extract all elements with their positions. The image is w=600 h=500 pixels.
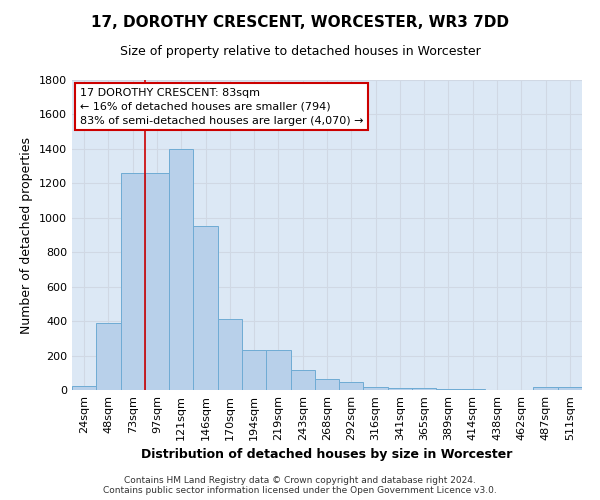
Text: 17 DOROTHY CRESCENT: 83sqm
← 16% of detached houses are smaller (794)
83% of sem: 17 DOROTHY CRESCENT: 83sqm ← 16% of deta… xyxy=(80,88,363,126)
Bar xyxy=(558,388,582,390)
Text: Size of property relative to detached houses in Worcester: Size of property relative to detached ho… xyxy=(119,45,481,58)
Bar xyxy=(218,320,242,390)
Bar xyxy=(96,323,121,390)
Bar xyxy=(339,382,364,390)
Text: Contains HM Land Registry data © Crown copyright and database right 2024.
Contai: Contains HM Land Registry data © Crown c… xyxy=(103,476,497,495)
Bar xyxy=(388,388,412,390)
Bar xyxy=(412,388,436,390)
Bar xyxy=(266,350,290,390)
Bar xyxy=(533,388,558,390)
Bar xyxy=(364,386,388,390)
Bar xyxy=(121,173,145,390)
Bar xyxy=(315,379,339,390)
Bar xyxy=(169,149,193,390)
Bar xyxy=(145,173,169,390)
Bar xyxy=(436,389,461,390)
Bar xyxy=(290,370,315,390)
Bar xyxy=(72,386,96,390)
Y-axis label: Number of detached properties: Number of detached properties xyxy=(20,136,34,334)
X-axis label: Distribution of detached houses by size in Worcester: Distribution of detached houses by size … xyxy=(142,448,512,462)
Bar xyxy=(461,389,485,390)
Bar xyxy=(242,350,266,390)
Bar xyxy=(193,226,218,390)
Text: 17, DOROTHY CRESCENT, WORCESTER, WR3 7DD: 17, DOROTHY CRESCENT, WORCESTER, WR3 7DD xyxy=(91,15,509,30)
